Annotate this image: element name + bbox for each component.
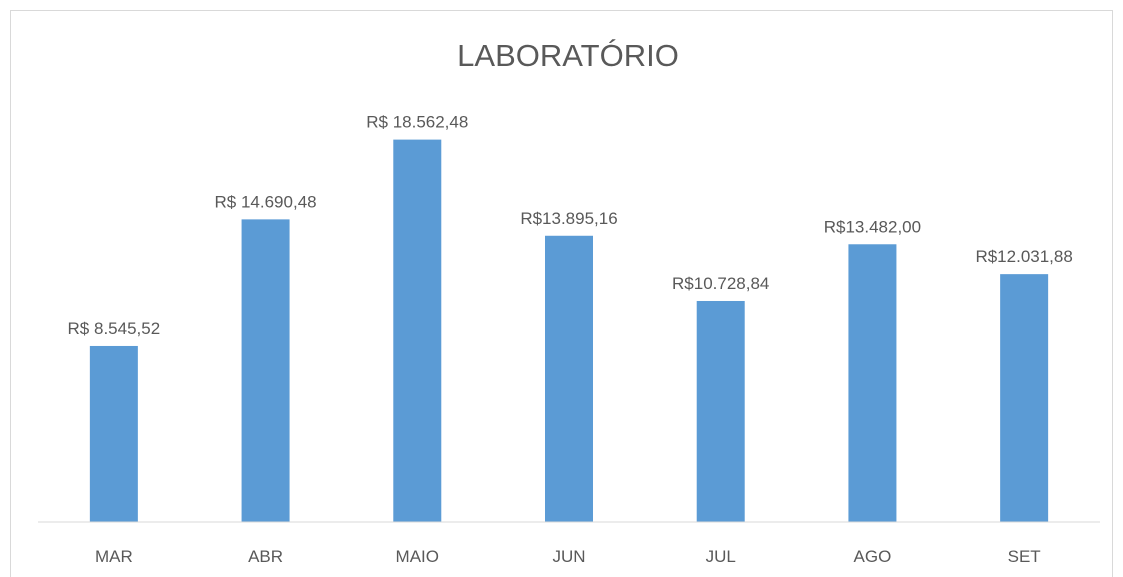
x-tick-label: JUL <box>706 547 736 566</box>
x-tick-label: JUN <box>552 547 585 566</box>
bar <box>545 235 593 522</box>
data-label: R$ 18.562,48 <box>366 113 468 132</box>
chart-title: LABORATÓRIO <box>457 38 679 73</box>
x-tick-label: AGO <box>854 547 892 566</box>
bar <box>1000 274 1049 522</box>
x-tick-label: MAR <box>95 547 133 566</box>
data-label: R$13.895,16 <box>520 209 617 228</box>
bar <box>241 219 290 523</box>
data-label: R$ 8.545,52 <box>68 319 161 338</box>
data-label: R$10.728,84 <box>672 274 769 293</box>
bar <box>89 345 138 522</box>
data-label: R$12.031,88 <box>975 247 1072 266</box>
x-tick-label: MAIO <box>396 547 439 566</box>
x-tick-label: SET <box>1008 547 1041 566</box>
bar <box>696 300 745 522</box>
data-label: R$13.482,00 <box>824 217 921 236</box>
bar <box>393 139 442 522</box>
bar <box>848 244 897 522</box>
data-label: R$ 14.690,48 <box>215 192 317 211</box>
x-tick-label: ABR <box>248 547 283 566</box>
